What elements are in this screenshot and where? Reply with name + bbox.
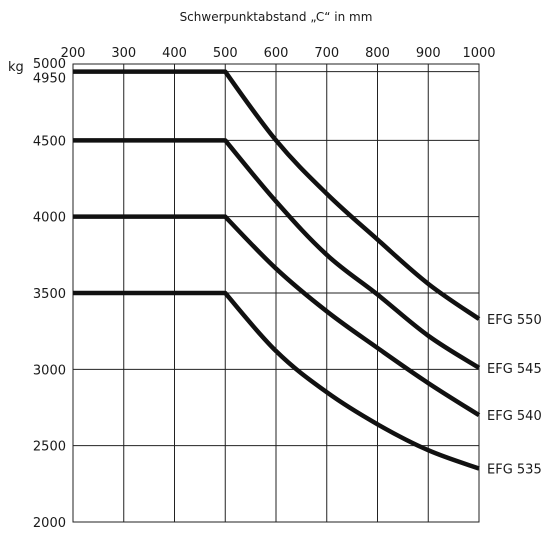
chart-title: Schwerpunktabstand „C“ in mm [180,10,373,24]
y-tick-label: 4000 [33,211,66,226]
y-tick-label: 5000 [33,57,66,72]
series-line-efg-550 [73,69,481,321]
y-tick-label: 2000 [33,516,66,531]
series-line-efg-540 [73,214,481,418]
series-lines [73,69,481,471]
y-tick-label: 3000 [33,363,66,378]
series-line-efg-545 [73,138,481,370]
x-tick-label: 700 [314,46,339,61]
x-tick-label: 400 [162,46,187,61]
x-tick-label: 800 [365,46,390,61]
y-tick-label: 2500 [33,440,66,455]
y-tick-label: 4950 [33,72,66,87]
y-axis-unit-label: kg [8,60,24,75]
series-label: EFG 540 [487,409,542,424]
series-label: EFG 545 [487,362,542,377]
y-tick-label: 3500 [33,287,66,302]
x-tick-label: 200 [61,46,86,61]
x-tick-label: 1000 [462,46,495,61]
x-tick-label: 900 [416,46,441,61]
x-tick-label: 600 [264,46,289,61]
series-label: EFG 535 [487,463,542,478]
x-tick-label: 300 [111,46,136,61]
series-label: EFG 550 [487,313,542,328]
x-tick-label: 500 [213,46,238,61]
series-labels: EFG 550 EFG 545 EFG 540 EFG 535 [487,313,542,478]
y-tick-label: 4500 [33,134,66,149]
series-line-efg-535 [73,290,480,471]
x-axis-ticks: 200 300 400 500 600 700 800 900 1000 [61,46,496,61]
